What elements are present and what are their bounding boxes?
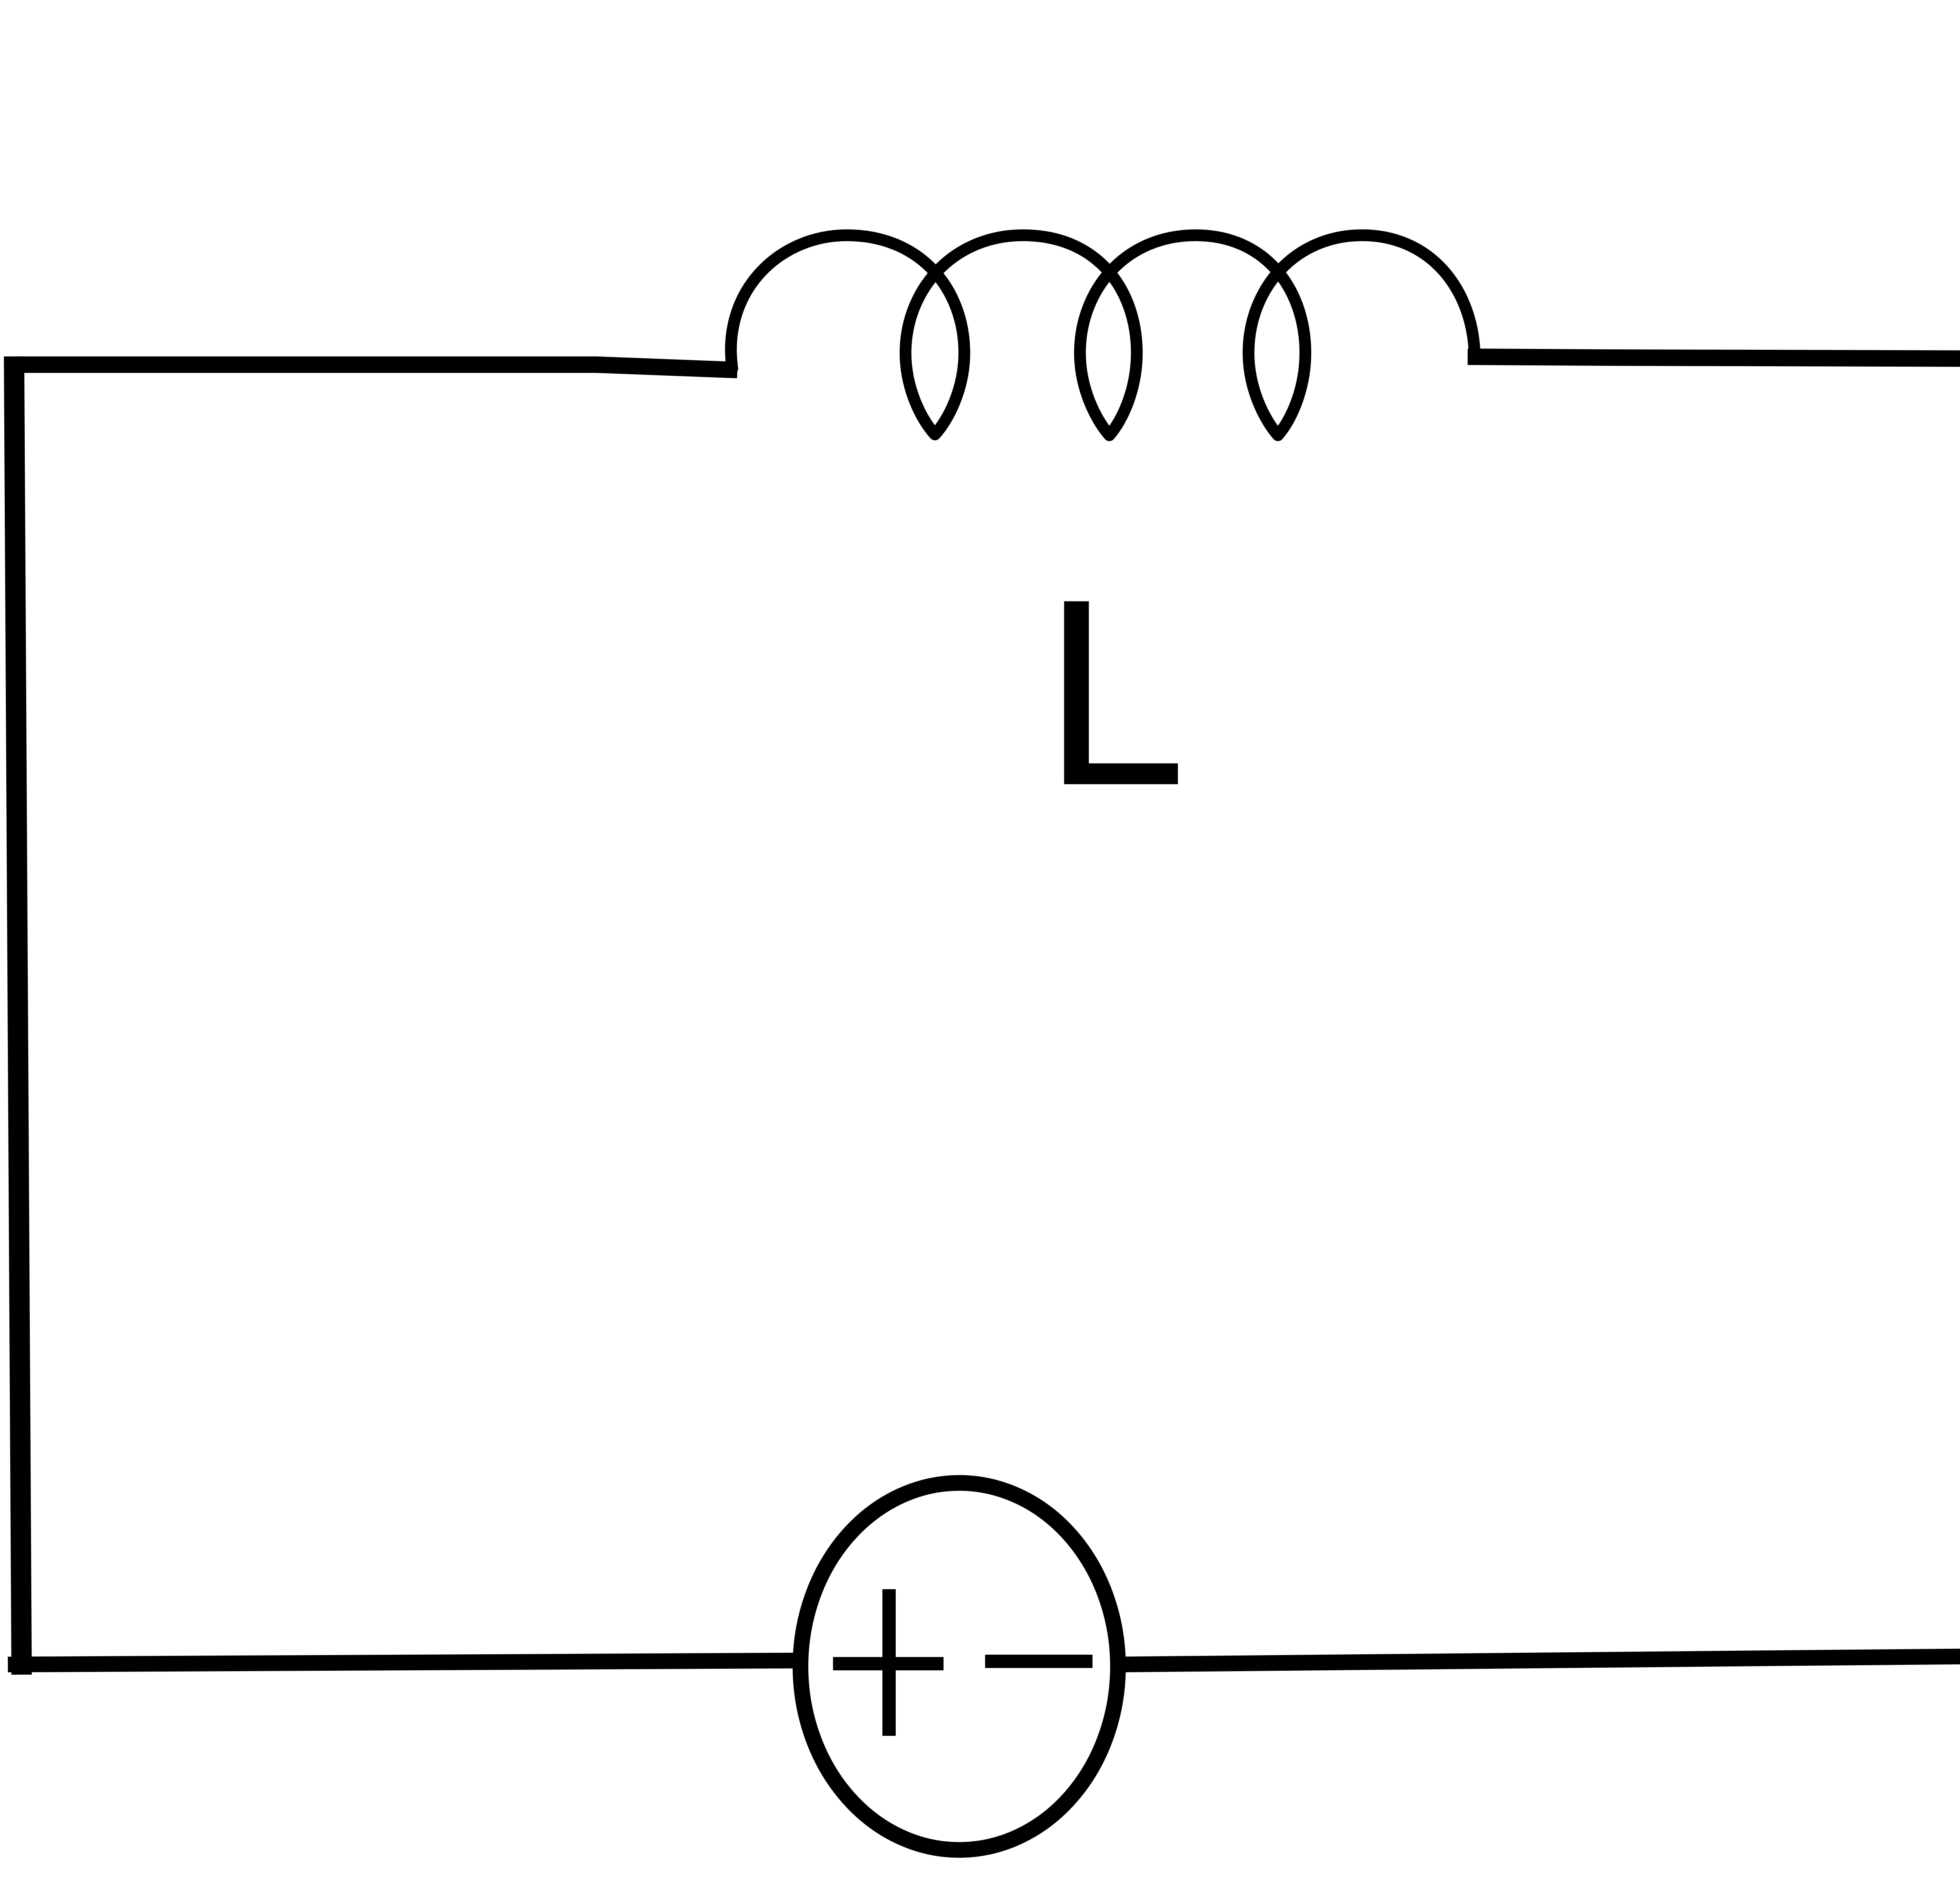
plus-symbol <box>833 1589 944 1736</box>
wire-top-right <box>1467 348 1960 367</box>
source-circle <box>793 1475 1126 1858</box>
wire-left <box>4 356 32 1675</box>
wire-bottom-right <box>1113 1648 1960 1673</box>
inductor-coil-icon <box>725 229 1481 441</box>
inductor-label: L <box>1040 551 1181 843</box>
wire-bottom-left <box>7 1652 806 1673</box>
inductor: L <box>725 229 1481 843</box>
wire-top-left <box>7 356 738 378</box>
circuit-wires <box>4 348 1960 1675</box>
dc-voltage-source-icon <box>793 1475 1126 1858</box>
